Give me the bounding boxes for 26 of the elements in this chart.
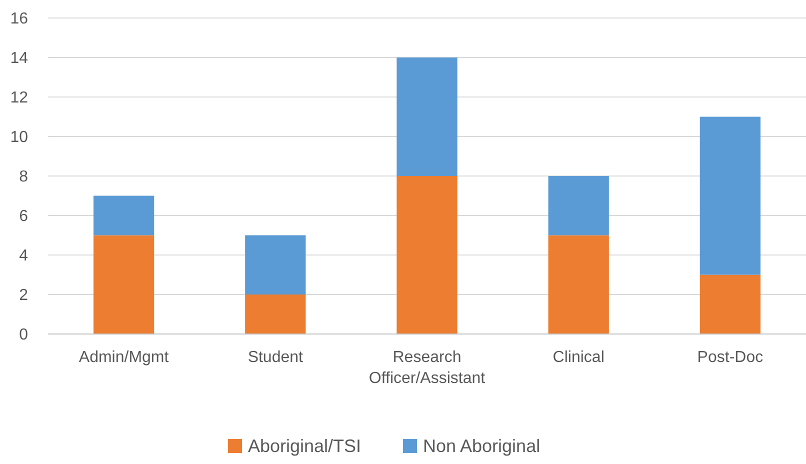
bar [245, 294, 306, 334]
y-tick-label: 8 [19, 168, 28, 186]
y-tick-label: 0 [19, 326, 28, 344]
x-tick-label: Research Officer/Assistant [368, 349, 486, 387]
y-tick-label: 10 [10, 129, 28, 146]
y-tick-label: 6 [19, 208, 28, 226]
x-tick-label: Student [248, 349, 304, 366]
x-tick-label: Clinical [552, 349, 604, 366]
legend-label: Non Aboriginal [423, 436, 540, 456]
bar [93, 196, 154, 236]
bar [396, 176, 458, 334]
bar [700, 274, 761, 334]
x-tick-label: Admin/Mgmt [78, 349, 170, 366]
bar [93, 235, 154, 334]
y-tick-label: 2 [19, 287, 28, 304]
bar [245, 235, 306, 294]
y-tick-label: 12 [10, 90, 28, 107]
bar [396, 58, 458, 176]
y-tick-label: 4 [19, 248, 28, 265]
legend-label: Aboriginal/TSI [248, 436, 362, 456]
x-tick-label: Post-Doc [697, 349, 764, 366]
y-tick-label: 16 [10, 10, 28, 28]
bar [700, 116, 761, 275]
y-tick-label: 14 [10, 50, 28, 68]
bar [548, 235, 609, 334]
bar [548, 176, 609, 236]
